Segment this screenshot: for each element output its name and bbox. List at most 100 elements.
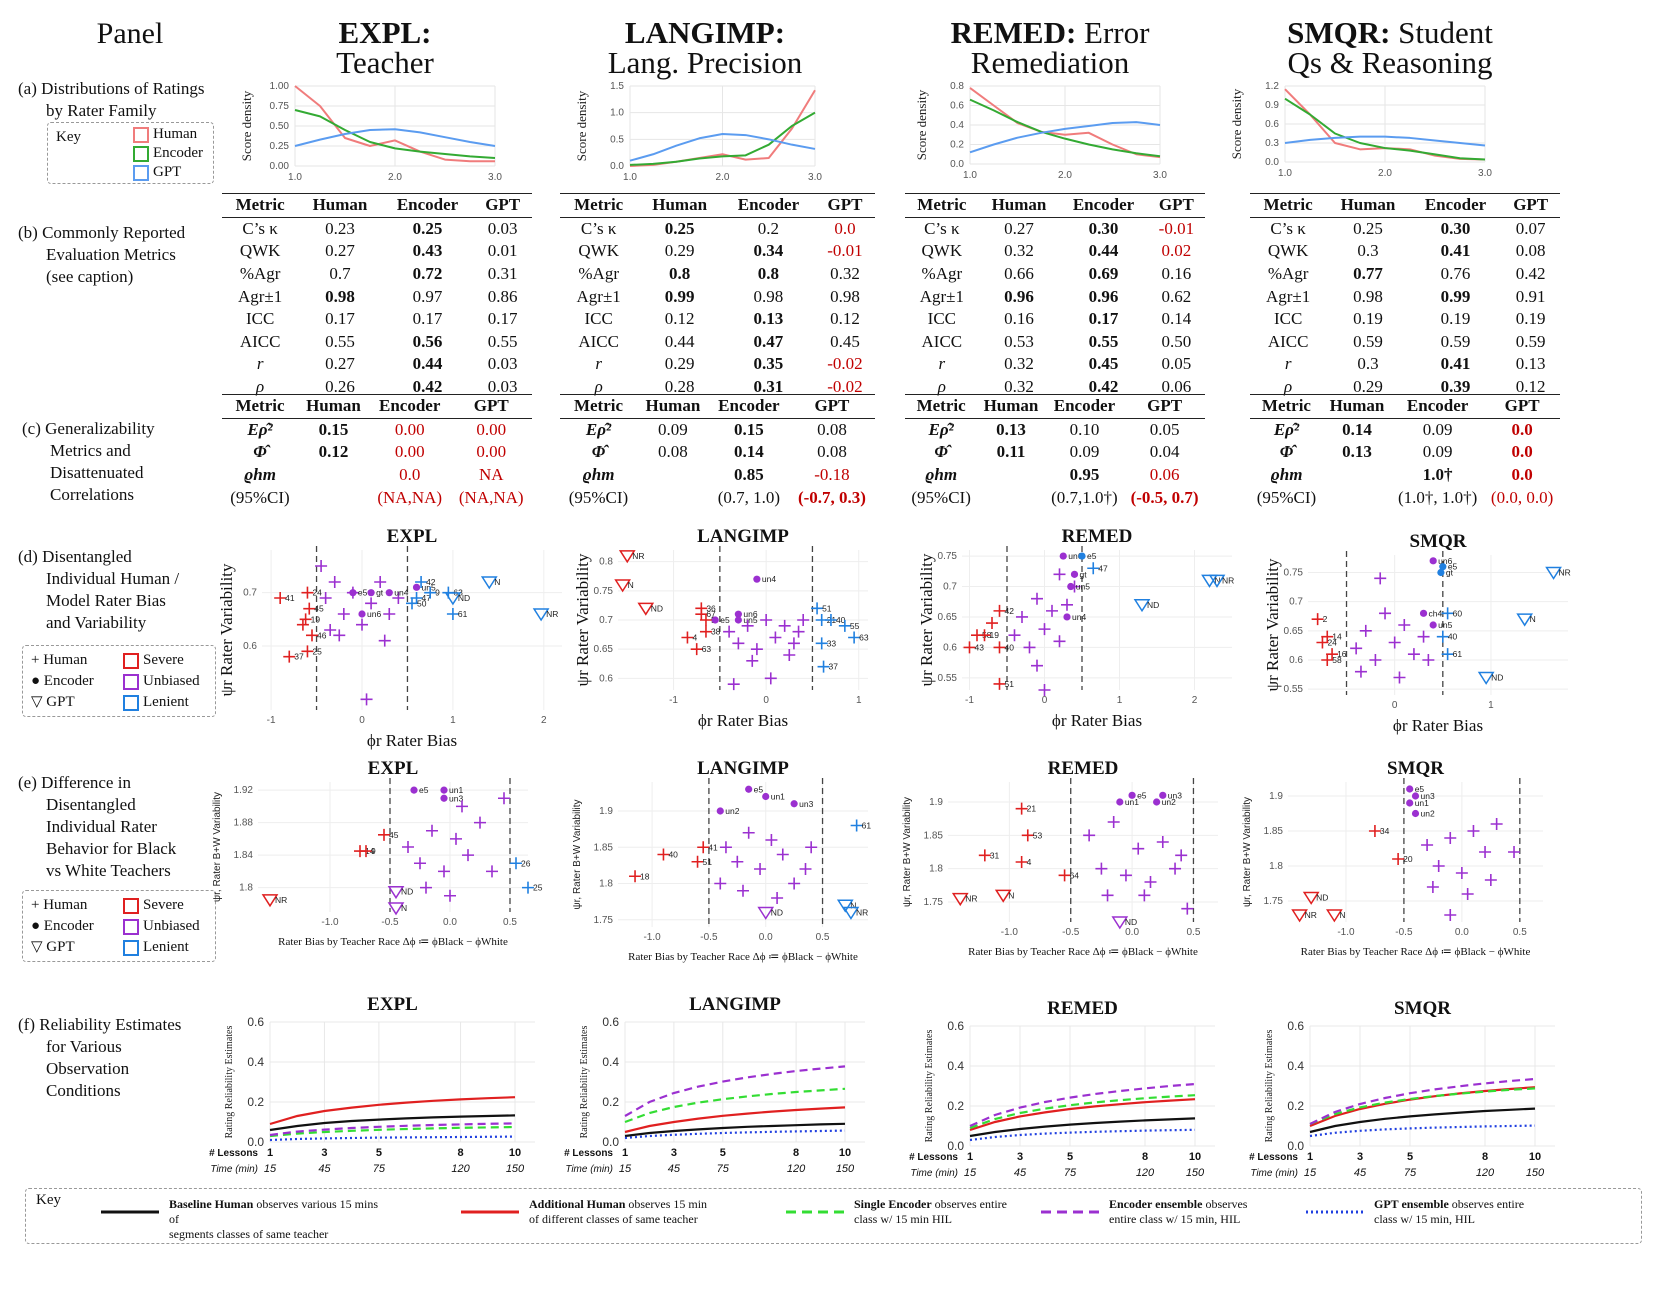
human-rater-point	[306, 629, 318, 642]
table-cell: 0.0	[1511, 419, 1533, 439]
table-cell: 0.32	[1004, 241, 1034, 261]
x-tick-label: -1.0	[1337, 927, 1355, 938]
table-cell: 0.0	[399, 465, 421, 485]
table-cell: 0.30	[1088, 218, 1119, 238]
gpt-rater-point	[1291, 909, 1308, 923]
key-f-text: observes various 15 mins of	[169, 1197, 379, 1226]
table-cell: 0.23	[325, 218, 355, 238]
human-rater-point	[815, 637, 828, 650]
gpt-rater-point	[1325, 909, 1343, 923]
point-label: un3	[449, 793, 463, 803]
table-cell: 0.03	[487, 377, 518, 397]
table-cell: 0.02	[1161, 241, 1192, 261]
point-label: 46	[317, 630, 327, 640]
x-axis-label: ϕr Rater Bias	[698, 711, 788, 730]
point-label: un6	[1438, 556, 1452, 566]
gpt-rater-point	[444, 592, 462, 606]
table-row: r 0.27 0.44 0.03	[222, 353, 532, 376]
human-rater-point	[424, 586, 437, 599]
table-cell: Eρ̂²	[585, 419, 612, 439]
x-tick-label: 0.5	[1513, 927, 1527, 938]
key-e-encoder: ● Encoder	[31, 918, 94, 934]
y-tick-label: 0.0	[610, 161, 624, 172]
point-label: un6	[1068, 551, 1082, 561]
key-d-severe: Severe	[123, 650, 200, 671]
point-label: 51	[822, 603, 832, 613]
encoder-rater-point	[1437, 568, 1445, 577]
x-tick-label: 2	[541, 715, 547, 726]
time-label: Time (min)	[910, 1168, 958, 1179]
key-f-text: observes entire	[1448, 1197, 1525, 1211]
table-row: QWK 0.29 0.34 -0.01	[560, 240, 875, 263]
human-rater-point	[817, 660, 830, 673]
y-tick-label: 1.8	[239, 883, 253, 894]
table-cell: NA	[478, 465, 504, 485]
table-cell: 0.98	[830, 286, 860, 306]
table-row: Eρ̂² 0.13 0.10 0.05	[905, 418, 1205, 441]
table-cell: 0.55	[487, 331, 518, 351]
y-tick-label: 1.8	[929, 864, 943, 875]
human-rater-point	[978, 849, 991, 862]
key-e-unbiased: Unbiased	[123, 916, 200, 937]
table-cell: 0.19	[1515, 309, 1546, 329]
human-rater-point	[462, 849, 474, 862]
gpt-rater-point	[1302, 891, 1320, 905]
human-rater-point	[797, 614, 810, 626]
table-cell: 0.96	[1004, 286, 1034, 306]
human-rater-point	[1379, 607, 1392, 620]
row-label-f: (f) Reliability Estimates for Various Obse…	[18, 1015, 182, 1100]
human-rater-point	[1138, 889, 1151, 902]
density-line-gpt	[629, 133, 816, 162]
human-rater-point	[732, 637, 745, 650]
human-rater-point	[1175, 849, 1188, 862]
y-axis-label: Score density	[574, 90, 589, 161]
point-label: ND	[1316, 893, 1328, 903]
point-label: 61	[1453, 649, 1463, 659]
table-cell: 0.14	[733, 442, 764, 462]
table-row: ρ 0.32 0.42 0.06	[905, 376, 1205, 399]
x-tick-label: 2.0	[1058, 170, 1072, 181]
y-axis-label: ψr, Rater B+W Variability	[902, 797, 913, 907]
table-cell: 0.47	[753, 331, 784, 351]
table-cell: 0.25	[664, 218, 695, 238]
table-cell: r	[1284, 354, 1292, 374]
table-row: C’s κ 0.27 0.30 -0.01	[905, 217, 1205, 240]
table-header-cell: Metric	[222, 394, 298, 419]
human-rater-point	[1508, 846, 1521, 858]
x-tick-time: 45	[318, 1163, 331, 1175]
table-header-cell: GPT	[814, 193, 875, 218]
point-label: 31	[990, 850, 1000, 860]
human-rater-point	[324, 624, 337, 636]
human-rater-point	[805, 841, 818, 854]
table-cell: 0.14	[1161, 309, 1192, 329]
table-cell: 0.09	[1422, 419, 1453, 439]
table-row: ICC 0.19 0.19 0.19	[1250, 308, 1560, 331]
y-tick-label: 0.0	[950, 159, 964, 170]
y-tick-label: 1.85	[594, 842, 614, 853]
x-tick-label: 1.0	[623, 172, 637, 183]
table-row: (95%CI) (NA,NA) (NA,NA)	[222, 486, 532, 509]
human-rater-point	[746, 654, 759, 667]
table-cell: 0.08	[817, 442, 847, 462]
x-tick-label: 1.0	[288, 172, 302, 183]
y-tick-label: 0.50	[270, 121, 290, 132]
encoder-rater-point	[753, 575, 761, 583]
human-rater-point	[731, 855, 744, 868]
table-cell: (95%CI)	[911, 487, 971, 507]
table-cell: (1.0†, 1.0†)	[1397, 487, 1478, 507]
point-label: un3	[799, 799, 813, 809]
metrics-table-b-langimp: Metric Human Encoder GPT C’s κ 0.25 0.2 0.0 QWK 0…	[560, 193, 875, 398]
chart-title: REMED	[1047, 998, 1118, 1019]
density-chart-smqr: 0.0 0.3 0.6 0.9 1.2 1.0 2.0 3.0 Score density	[1229, 81, 1492, 179]
encoder-rater-point	[1153, 798, 1161, 806]
x-tick-lessons: 10	[839, 1147, 851, 1159]
human-rater-point	[1053, 635, 1066, 648]
point-label: 4	[692, 633, 697, 643]
y-tick-label: 1.84	[234, 850, 254, 861]
human-rater-point	[691, 855, 704, 868]
human-rater-point	[303, 602, 316, 615]
point-label: un5	[743, 615, 757, 625]
metrics-table-b-expl: Metric Human Encoder GPT C’s κ 0.23 0.25 0.03 QW…	[222, 193, 532, 398]
x-tick-time: 15	[264, 1163, 277, 1175]
human-rater-point	[1311, 613, 1324, 626]
